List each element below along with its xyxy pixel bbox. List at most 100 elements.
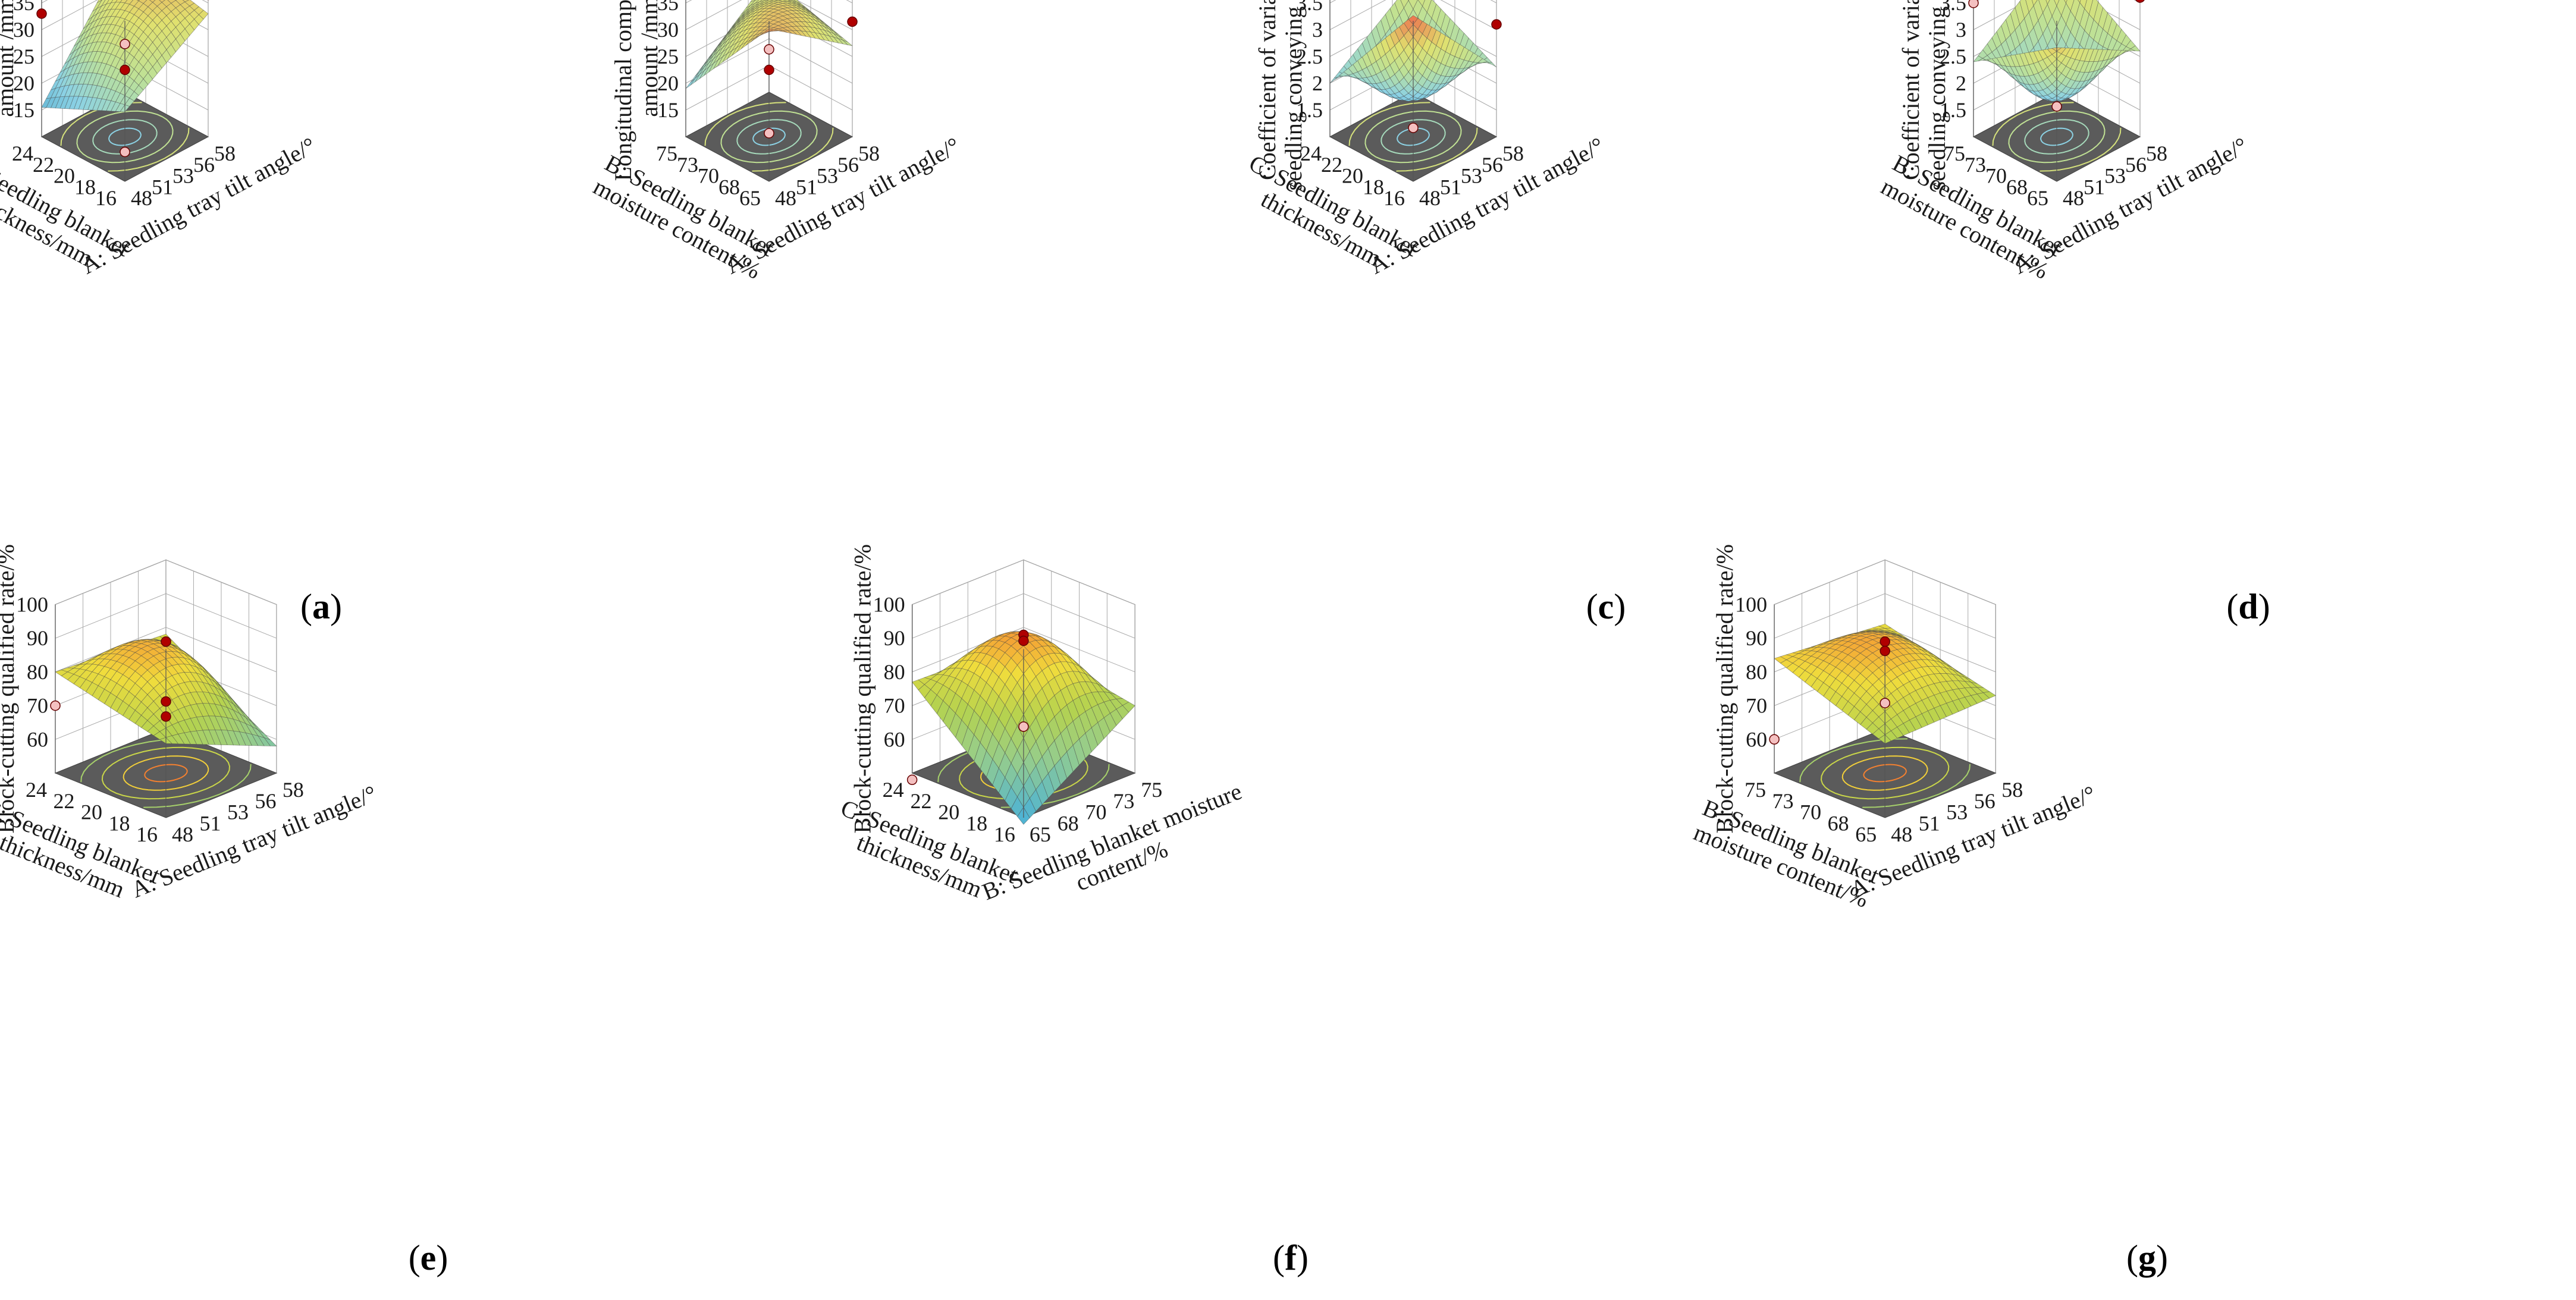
design-point xyxy=(161,636,171,647)
z-tick-label: 3.5 xyxy=(1940,0,1966,15)
contour-line xyxy=(2040,127,2073,146)
x-tick-label: 53 xyxy=(227,800,249,824)
z-tick-label: 25 xyxy=(657,45,679,68)
z-axis-label: Block-cutting qualified rate/% xyxy=(0,544,19,834)
z-axis-label-line: Coefficient of variation in xyxy=(1254,0,1281,180)
y-tick-label: 18 xyxy=(109,811,130,835)
panel-caption: (g) xyxy=(2126,1238,2168,1277)
design-point xyxy=(1491,19,1502,30)
design-point xyxy=(50,700,61,711)
y-tick-label: 65 xyxy=(739,186,761,210)
design-point xyxy=(906,774,918,786)
y-tick-label: 73 xyxy=(677,153,698,177)
caption-letter: c xyxy=(1598,587,1614,626)
z-tick-label: 35 xyxy=(13,0,34,15)
x-tick-label: 68 xyxy=(1058,811,1079,835)
design-point xyxy=(161,696,171,707)
surface-cell xyxy=(843,40,853,46)
surface-cell xyxy=(106,0,114,5)
y-tick-label: 20 xyxy=(1342,164,1363,188)
y-tick-label: 70 xyxy=(1800,800,1821,824)
design-point xyxy=(1769,734,1780,745)
design-point xyxy=(120,146,130,158)
caption-open-paren: ( xyxy=(1586,587,1598,626)
surface-cell xyxy=(755,0,763,4)
chart-panel-c: 1.522.533.5448515356581618202224Coeffici… xyxy=(1245,0,1626,626)
z-tick-label: 20 xyxy=(657,71,679,95)
x-tick-label: 48 xyxy=(775,186,796,210)
response-surface xyxy=(912,631,1135,825)
design-point xyxy=(847,16,858,27)
x-tick-label: 56 xyxy=(837,153,859,177)
z-tick-label: 60 xyxy=(27,727,48,751)
caption-close-paren: ) xyxy=(2258,587,2270,626)
surface-cell xyxy=(96,0,102,4)
x-tick-label: 53 xyxy=(1461,164,1482,188)
x-tick-label: 48 xyxy=(131,186,152,210)
y-tick-label: 16 xyxy=(994,822,1015,846)
z-tick-label: 15 xyxy=(13,98,34,122)
x-tick-label: 48 xyxy=(2063,186,2084,210)
x-tick-label: 58 xyxy=(214,142,236,165)
design-point xyxy=(1968,0,1979,8)
z-axis-label-line: Block-cutting qualified rate/% xyxy=(1711,544,1738,834)
x-tick-label: 51 xyxy=(152,175,173,199)
panel-caption: (e) xyxy=(409,1238,448,1277)
z-tick-label: 70 xyxy=(1746,694,1767,718)
contour-line xyxy=(1348,102,1478,172)
surface-cell xyxy=(764,0,770,1)
z-tick-label: 25 xyxy=(13,45,34,68)
surface-cell xyxy=(263,737,277,746)
z-axis-label: Block-cutting qualified rate/% xyxy=(849,544,876,834)
z-axis-label-line: seedling conveying distance xyxy=(1280,0,1307,190)
z-tick-label: 2.5 xyxy=(1296,45,1323,68)
surface-cell xyxy=(101,0,109,7)
response-surface xyxy=(41,0,209,112)
z-tick-label: 30 xyxy=(13,18,34,42)
z-tick-label: 80 xyxy=(1746,660,1767,684)
x-tick-label: 48 xyxy=(1891,822,1912,846)
z-tick-label: 15 xyxy=(657,98,679,122)
contour-line xyxy=(1863,764,1907,783)
x-tick-label: 51 xyxy=(1440,175,1461,199)
caption-open-paren: ( xyxy=(2126,1238,2138,1277)
caption-close-paren: ) xyxy=(1614,587,1626,626)
y-tick-label: 24 xyxy=(26,778,47,802)
z-tick-label: 2 xyxy=(1956,71,1966,95)
contour-line xyxy=(92,119,158,155)
x-tick-label: 56 xyxy=(1974,789,1995,813)
design-point xyxy=(1018,721,1029,732)
y-tick-label: 24 xyxy=(1300,142,1322,165)
y-tick-label: 68 xyxy=(2006,175,2028,199)
y-tick-label: 18 xyxy=(966,811,987,835)
response-surface xyxy=(1973,0,2141,102)
surface-cell xyxy=(1982,691,1997,699)
panel-caption: (d) xyxy=(2226,587,2270,626)
y-tick-label: 75 xyxy=(1744,778,1766,802)
surface-cell xyxy=(149,0,156,3)
surface-cell xyxy=(2064,0,2067,4)
surface-cell xyxy=(760,0,766,2)
x-tick-label: 75 xyxy=(1141,778,1162,802)
chart-panel-d: 1.522.533.5448515356586568707375Coeffici… xyxy=(1877,0,2270,626)
caption-open-paren: ( xyxy=(2226,587,2238,626)
wall-gridline xyxy=(685,0,853,30)
y-tick-label: 70 xyxy=(1985,164,2007,188)
z-tick-label: 3 xyxy=(1312,18,1323,42)
y-tick-label: 24 xyxy=(12,142,33,165)
x-tick-label: 56 xyxy=(255,789,277,813)
design-point xyxy=(120,39,130,49)
panel-caption: (f) xyxy=(1273,1238,1309,1277)
z-tick-label: 90 xyxy=(884,626,905,650)
contour-line xyxy=(2008,110,2106,164)
surface-cell xyxy=(1487,62,1497,68)
y-tick-label: 20 xyxy=(938,800,959,824)
surface-cell xyxy=(2045,0,2050,5)
design-point xyxy=(1880,636,1890,647)
x-tick-label: 53 xyxy=(2104,164,2126,188)
contour-line xyxy=(704,102,834,172)
